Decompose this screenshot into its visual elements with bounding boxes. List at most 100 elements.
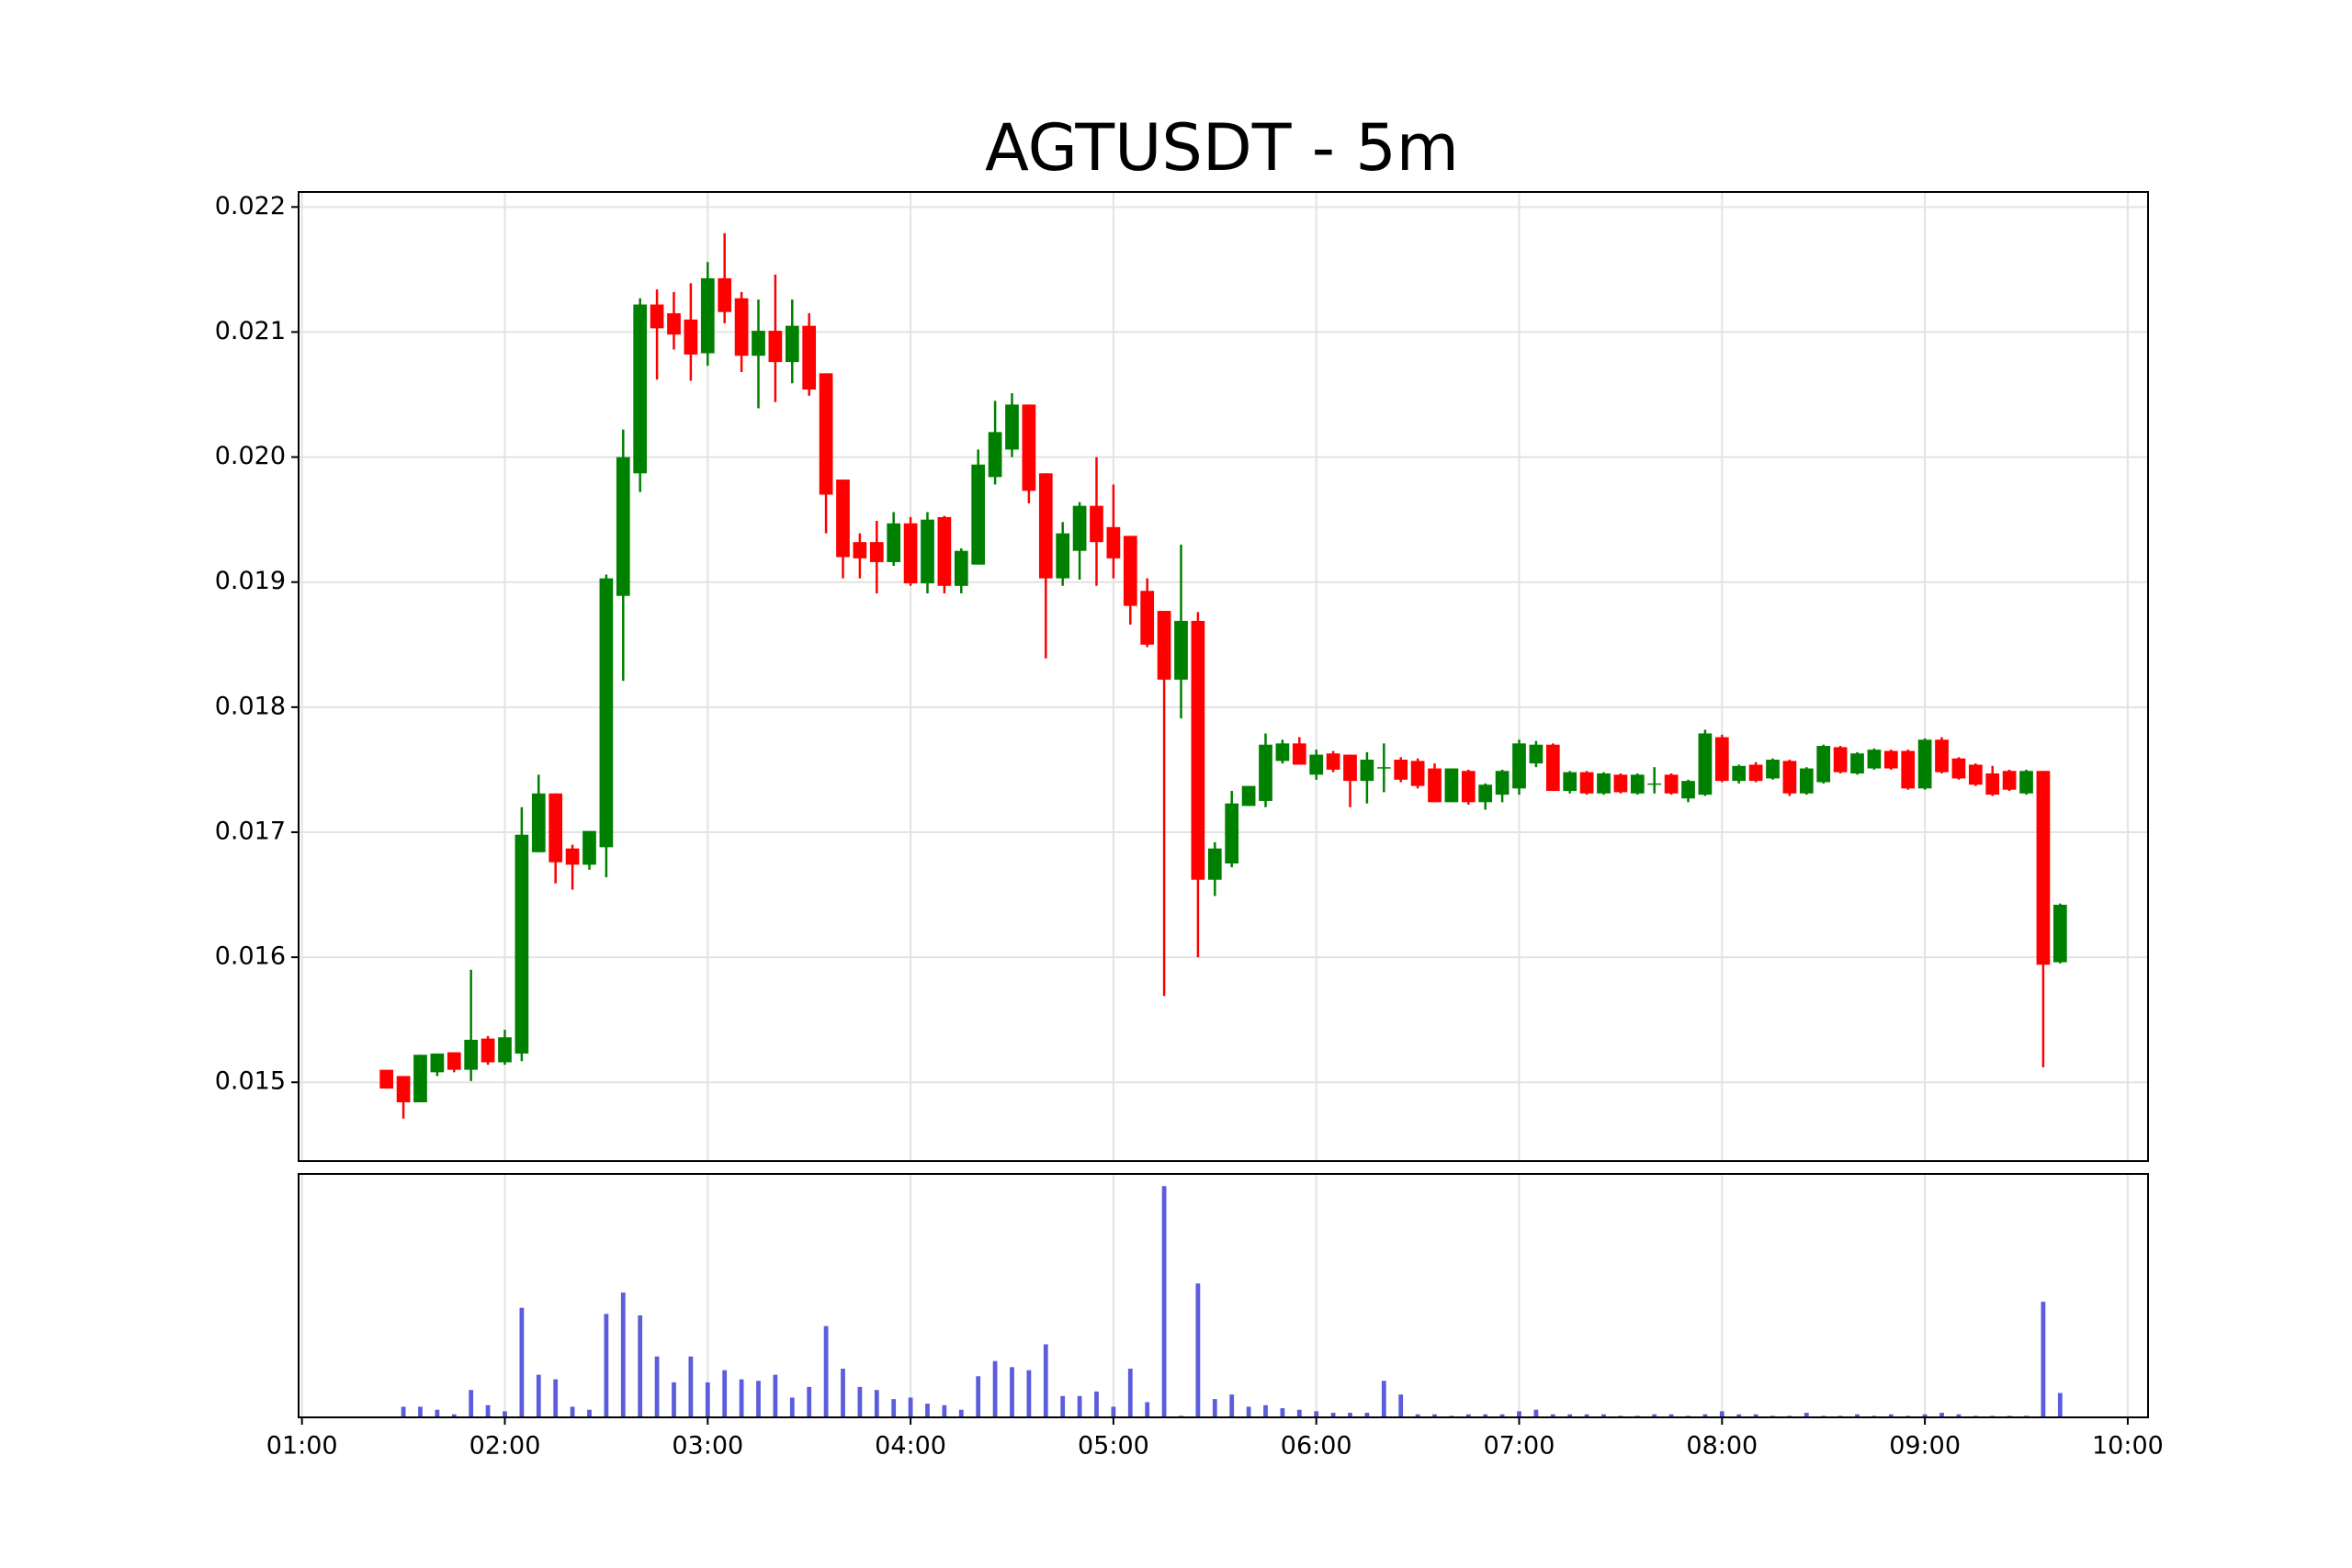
candle-body [1394, 760, 1408, 780]
candle-body [1748, 764, 1763, 782]
y-tick-label: 0.022 [215, 192, 286, 220]
volume-bar [1465, 1414, 1471, 1417]
volume-bar [587, 1409, 592, 1417]
candle-body [700, 277, 715, 354]
candle-body [1376, 767, 1391, 769]
volume-bar [654, 1356, 660, 1417]
volume-bar [857, 1386, 863, 1417]
volume-bar [976, 1376, 981, 1417]
volume-bar [1736, 1414, 1742, 1417]
x-tick-label: 07:00 [1484, 1432, 1555, 1461]
candle-body [1732, 765, 1747, 782]
candle-body [1799, 768, 1814, 794]
candle-body [1410, 761, 1425, 786]
candle-body [396, 1076, 411, 1103]
volume-bar [722, 1370, 728, 1417]
y-tick-label: 0.020 [215, 442, 286, 470]
x-tick-label: 09:00 [1889, 1432, 1961, 1461]
candle-body [1444, 768, 1459, 803]
volume-bar [705, 1382, 710, 1417]
candle-body [1005, 404, 1019, 450]
volume-bar [1956, 1414, 1962, 1417]
candle-body [1123, 536, 1137, 606]
volume-bar [1229, 1394, 1235, 1417]
volume-bar [1195, 1283, 1201, 1417]
volume-bar [2057, 1393, 2063, 1417]
candle-body [1360, 760, 1374, 782]
candle-body [1613, 774, 1628, 793]
x-tick-label: 08:00 [1686, 1432, 1758, 1461]
volume-bar [1702, 1414, 1708, 1417]
x-tick-label: 01:00 [266, 1432, 338, 1461]
volume-bar [2041, 1302, 2046, 1417]
volume-bar [1145, 1402, 1150, 1417]
candle-body [1207, 848, 1222, 880]
candle-body [1766, 760, 1780, 779]
volume-bar [1567, 1414, 1573, 1417]
candle-body [1816, 746, 1831, 783]
plot-layer: 0.015 0.016 0.017 0.018 0.019 0.020 0.021 0.022… [215, 192, 2164, 1461]
candle-body [1326, 753, 1340, 770]
volume-bar [536, 1374, 541, 1417]
volume-bar [773, 1374, 778, 1417]
y-tick-label: 0.016 [215, 942, 286, 971]
candle-body [1782, 761, 1797, 794]
volume-bar [1584, 1414, 1589, 1417]
volume-bar [469, 1390, 474, 1417]
candle-body [633, 304, 648, 474]
candle-body [921, 519, 934, 584]
volume-bar [503, 1411, 507, 1417]
volume-bar [401, 1406, 406, 1417]
volume-bar [958, 1409, 964, 1417]
candle-body [1664, 774, 1679, 794]
candle-body [1579, 772, 1594, 794]
candle-body [1647, 783, 1662, 785]
candle-body [1225, 803, 1239, 864]
volume-bar [1939, 1413, 1944, 1417]
volume-bar [1330, 1413, 1336, 1417]
volume-bar [807, 1386, 812, 1417]
volume-bar [992, 1360, 998, 1417]
candle-body [802, 325, 817, 390]
volume-bar [519, 1307, 525, 1417]
candle-body [1022, 404, 1036, 491]
volume-bar [570, 1406, 575, 1417]
candle-body [548, 793, 563, 863]
candle-body [819, 373, 833, 495]
candle-body [565, 848, 580, 865]
candle-body [1563, 772, 1577, 792]
candle-body [1867, 750, 1882, 769]
volume-bar [1398, 1394, 1404, 1417]
candle-body [1292, 743, 1306, 765]
volume-bar [756, 1381, 761, 1417]
volume-bar [553, 1379, 559, 1417]
candle-body [1512, 743, 1526, 789]
volume-bar [418, 1406, 423, 1417]
price-frame [298, 191, 2149, 1162]
candle-body [1850, 753, 1864, 773]
volume-bar [1263, 1404, 1268, 1417]
candle-body [1495, 771, 1510, 795]
candle-body [1597, 773, 1611, 794]
volume-bar [1127, 1369, 1133, 1417]
candle-body [2019, 771, 2033, 794]
volume-bar [1060, 1395, 1066, 1417]
volume-bar [1499, 1414, 1505, 1417]
candle-body [1901, 750, 1916, 789]
candle-body [1478, 784, 1493, 803]
volume-bar [891, 1399, 897, 1417]
volume-bar [1246, 1406, 1251, 1417]
volume-bar [908, 1397, 913, 1417]
volume-bar [1601, 1414, 1606, 1417]
candle-body [869, 542, 884, 562]
candle-body [1630, 774, 1645, 794]
volume-bar [638, 1315, 643, 1417]
candle-body [853, 542, 867, 558]
volume-bar [1753, 1414, 1758, 1417]
x-tick-label: 02:00 [469, 1432, 541, 1461]
candle-body [1038, 473, 1053, 579]
volume-bar [1533, 1409, 1539, 1417]
candle-body [2036, 771, 2051, 965]
